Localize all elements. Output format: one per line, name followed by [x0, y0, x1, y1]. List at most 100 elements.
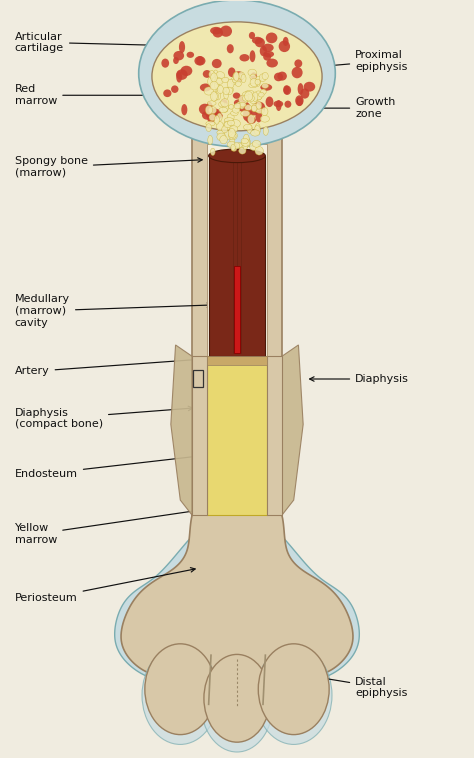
Polygon shape — [171, 345, 192, 515]
Ellipse shape — [142, 646, 219, 744]
Ellipse shape — [228, 105, 234, 109]
Ellipse shape — [236, 81, 241, 86]
Ellipse shape — [201, 656, 273, 752]
Ellipse shape — [229, 126, 238, 133]
Ellipse shape — [233, 73, 239, 80]
Ellipse shape — [242, 92, 249, 98]
Ellipse shape — [238, 72, 245, 80]
Ellipse shape — [244, 124, 252, 130]
Ellipse shape — [239, 102, 246, 107]
Ellipse shape — [209, 149, 265, 163]
Ellipse shape — [227, 142, 236, 148]
Polygon shape — [115, 508, 359, 686]
Text: Proximal
epiphysis: Proximal epiphysis — [298, 51, 408, 72]
Polygon shape — [194, 112, 280, 121]
Ellipse shape — [209, 70, 215, 79]
Ellipse shape — [209, 114, 216, 121]
Ellipse shape — [254, 94, 262, 100]
Ellipse shape — [217, 133, 226, 141]
Ellipse shape — [243, 96, 249, 101]
Ellipse shape — [258, 92, 264, 97]
Ellipse shape — [214, 77, 222, 83]
Ellipse shape — [217, 121, 223, 130]
Ellipse shape — [220, 99, 229, 107]
Ellipse shape — [243, 143, 248, 149]
Ellipse shape — [255, 80, 260, 85]
Ellipse shape — [223, 87, 229, 95]
Ellipse shape — [252, 140, 261, 147]
Ellipse shape — [245, 95, 255, 102]
Ellipse shape — [277, 71, 287, 80]
Polygon shape — [192, 137, 282, 515]
Ellipse shape — [194, 56, 205, 66]
Ellipse shape — [222, 126, 228, 133]
Ellipse shape — [304, 82, 315, 92]
Ellipse shape — [173, 51, 184, 61]
Ellipse shape — [231, 146, 237, 152]
Bar — [193, 370, 203, 387]
Ellipse shape — [204, 654, 270, 742]
Ellipse shape — [241, 74, 246, 83]
Ellipse shape — [215, 78, 223, 85]
Ellipse shape — [225, 87, 234, 92]
Ellipse shape — [212, 59, 222, 68]
Ellipse shape — [228, 132, 237, 139]
Ellipse shape — [243, 134, 249, 144]
Ellipse shape — [210, 81, 218, 90]
Polygon shape — [282, 345, 303, 515]
Ellipse shape — [262, 44, 273, 52]
Ellipse shape — [250, 79, 258, 86]
Ellipse shape — [209, 107, 217, 114]
Ellipse shape — [283, 86, 291, 95]
Ellipse shape — [239, 54, 249, 61]
Ellipse shape — [203, 70, 211, 78]
Ellipse shape — [263, 53, 271, 61]
Ellipse shape — [228, 128, 235, 138]
Ellipse shape — [239, 102, 245, 109]
Ellipse shape — [234, 103, 241, 109]
Ellipse shape — [176, 71, 182, 83]
Ellipse shape — [241, 138, 248, 143]
Ellipse shape — [234, 72, 239, 81]
Ellipse shape — [215, 90, 221, 100]
Ellipse shape — [161, 58, 169, 67]
Ellipse shape — [207, 102, 212, 111]
Ellipse shape — [262, 73, 268, 80]
Ellipse shape — [171, 86, 179, 93]
Polygon shape — [207, 145, 267, 356]
Ellipse shape — [210, 92, 217, 101]
Ellipse shape — [213, 112, 223, 119]
Ellipse shape — [220, 26, 232, 37]
Ellipse shape — [139, 0, 335, 147]
Ellipse shape — [273, 101, 283, 107]
Ellipse shape — [262, 83, 269, 89]
Ellipse shape — [266, 33, 277, 43]
Polygon shape — [192, 356, 207, 515]
Ellipse shape — [234, 143, 240, 149]
Ellipse shape — [224, 117, 234, 124]
Ellipse shape — [250, 74, 256, 80]
Ellipse shape — [255, 124, 260, 131]
Text: Medullary
(marrow)
cavity: Medullary (marrow) cavity — [15, 294, 211, 327]
Ellipse shape — [210, 148, 215, 155]
Ellipse shape — [222, 77, 229, 83]
Ellipse shape — [173, 57, 179, 64]
Text: Articular
cartilage: Articular cartilage — [15, 32, 186, 53]
Ellipse shape — [202, 111, 212, 120]
Ellipse shape — [283, 37, 289, 46]
Ellipse shape — [236, 143, 242, 148]
Ellipse shape — [256, 102, 262, 109]
Ellipse shape — [254, 126, 260, 135]
Ellipse shape — [295, 96, 304, 106]
Ellipse shape — [221, 99, 228, 108]
Ellipse shape — [212, 92, 219, 101]
Ellipse shape — [208, 77, 213, 86]
Ellipse shape — [258, 644, 329, 735]
Ellipse shape — [233, 71, 244, 81]
Ellipse shape — [238, 95, 248, 104]
Ellipse shape — [250, 96, 257, 104]
Ellipse shape — [255, 91, 263, 100]
Ellipse shape — [237, 102, 243, 108]
Ellipse shape — [284, 101, 292, 108]
Ellipse shape — [238, 96, 245, 107]
